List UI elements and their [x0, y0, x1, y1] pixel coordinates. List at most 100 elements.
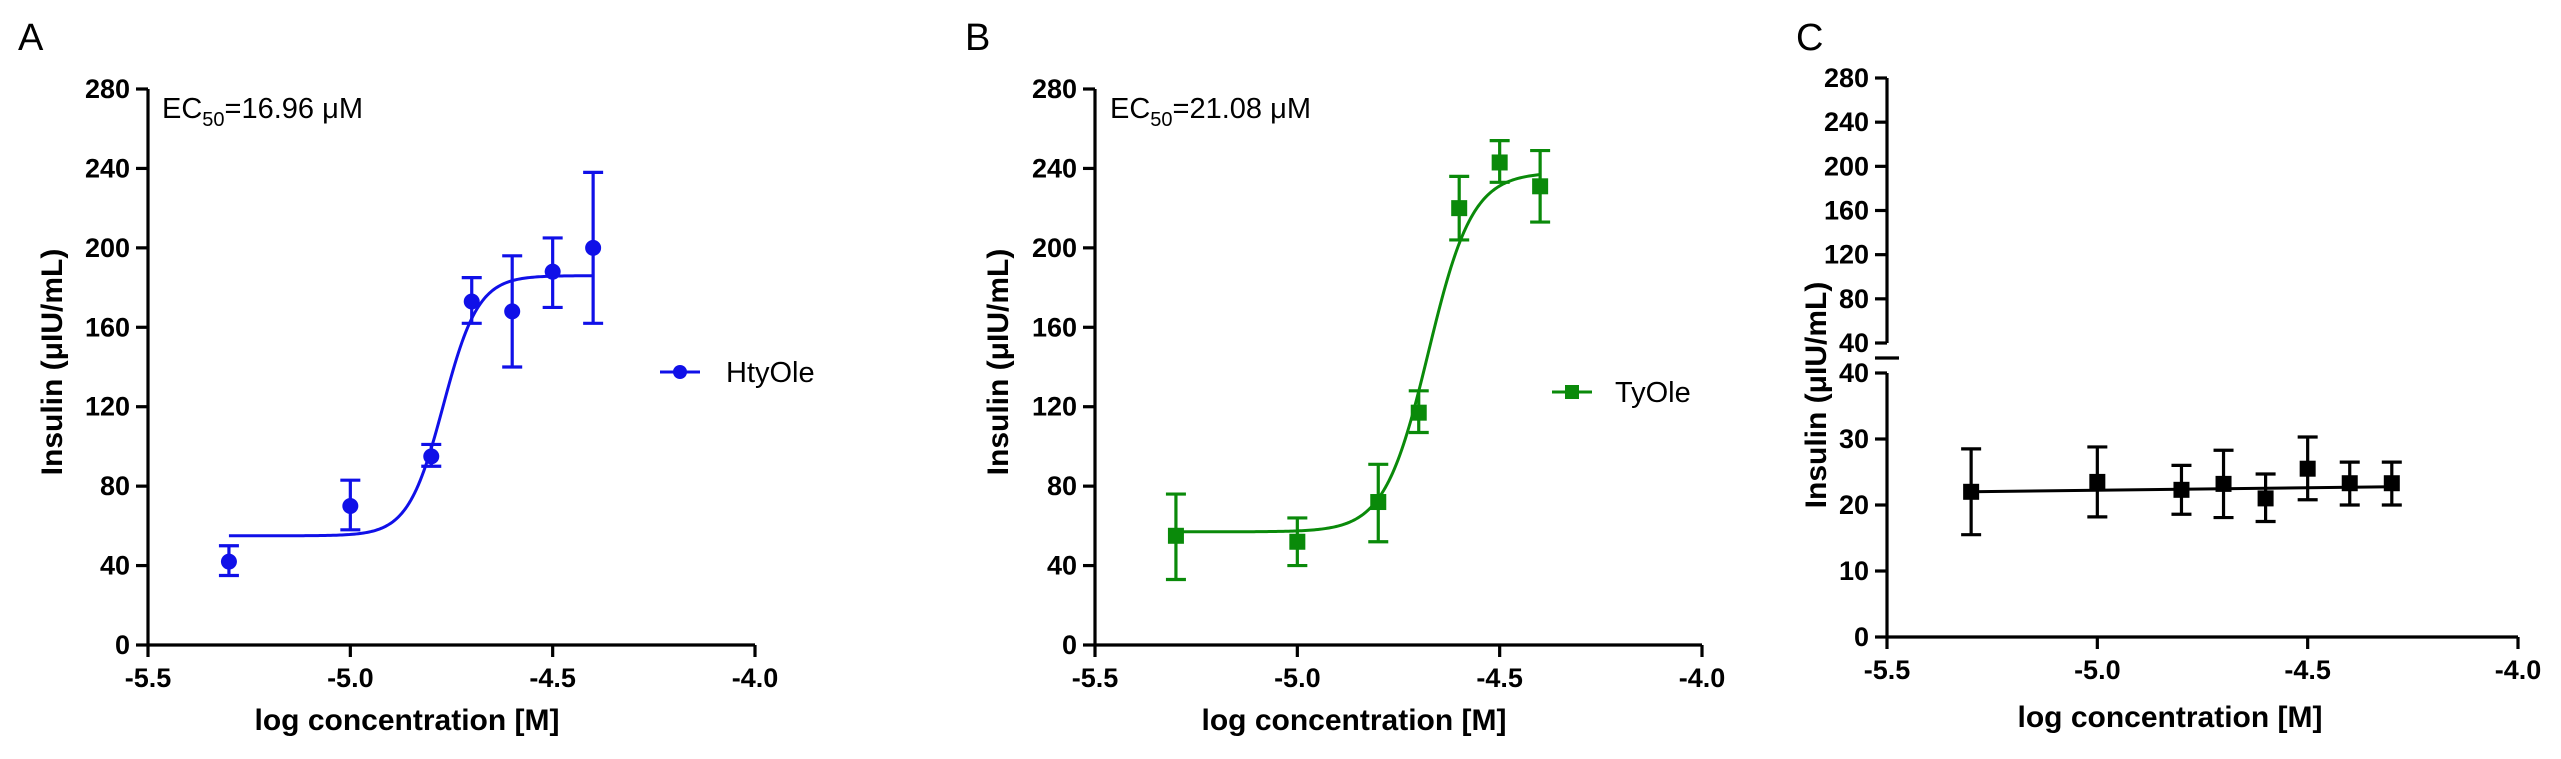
data-point — [502, 254, 523, 369]
x-tick-label: -5.5 — [1864, 655, 1911, 685]
x-tick-label: -4.0 — [1679, 663, 1726, 693]
y-tick-label: 80 — [100, 471, 130, 501]
data-point-marker — [1370, 494, 1387, 511]
legend-label-a: HtyOle — [726, 357, 815, 389]
data-point-marker — [2173, 481, 2190, 498]
x-tick-label: -5.0 — [1274, 663, 1321, 693]
y-tick-label: 200 — [1032, 233, 1077, 263]
y-tick-label: 200 — [85, 233, 130, 263]
x-axis-title-c: log concentration [M] — [2018, 701, 2323, 734]
legend-label-b: TyOle — [1615, 377, 1691, 409]
data-point — [2087, 445, 2108, 519]
data-point-marker — [423, 448, 440, 465]
y-tick-label: 160 — [1032, 312, 1077, 342]
x-tick-label: -4.5 — [1476, 663, 1523, 693]
panel-label-b: B — [965, 17, 990, 59]
fit-curve-b — [1175, 173, 1541, 534]
y-tick-label: 10 — [1839, 556, 1869, 586]
legend-a: HtyOle — [660, 357, 815, 389]
panel-label-c: C — [1796, 17, 1823, 59]
data-points-c — [1961, 435, 2402, 537]
y-tick-label: 160 — [1824, 196, 1869, 226]
y-tick-label: 120 — [85, 392, 130, 422]
y-axis-title-b: Insulin (μIU/mL) — [982, 249, 1015, 476]
data-point — [1408, 389, 1429, 435]
y-tick-label: 120 — [1824, 240, 1869, 270]
x-tick-label: -4.0 — [2495, 655, 2542, 685]
y-tick-label: 40 — [1047, 551, 1077, 581]
data-point-marker — [504, 303, 521, 320]
x-tick-label: -4.5 — [529, 663, 576, 693]
data-point — [1287, 516, 1308, 568]
data-point-marker — [1167, 527, 1184, 544]
data-point-marker — [1451, 200, 1468, 217]
data-point — [1489, 139, 1510, 184]
y-tick-label: 240 — [85, 153, 130, 183]
data-point-marker — [2299, 460, 2316, 477]
ec50-annotation-b: EC50=21.08 μM — [1110, 93, 1311, 131]
data-point-marker — [1491, 154, 1508, 171]
data-point-marker — [2089, 473, 2106, 490]
data-point — [2339, 460, 2360, 507]
data-points-b — [1165, 139, 1551, 582]
y-tick-label: 120 — [1032, 392, 1077, 422]
data-point-marker — [2257, 490, 2274, 507]
data-point — [421, 442, 442, 468]
y-tick-label: 0 — [1062, 630, 1077, 660]
data-point — [461, 276, 482, 325]
legend-marker-b — [1565, 385, 1579, 399]
data-point — [2171, 463, 2192, 516]
data-point — [542, 236, 563, 310]
x-axis-title-a: log concentration [M] — [255, 704, 560, 737]
y-tick-label: 200 — [1824, 151, 1869, 181]
data-point-marker — [220, 553, 237, 570]
data-point-marker — [2341, 475, 2358, 492]
data-point — [1165, 492, 1186, 582]
legend-b: TyOle — [1552, 377, 1691, 409]
x-tick-label: -4.0 — [732, 663, 779, 693]
x-tick-label: -5.5 — [125, 663, 172, 693]
y-tick-label: 160 — [85, 312, 130, 342]
axes-b: -5.5 -5.0 -4.5 -4.0 0 40 80 120 160 200 240 280 — [1032, 74, 1725, 693]
y-tick-label: 0 — [115, 630, 130, 660]
data-point-marker — [1410, 404, 1427, 421]
data-point — [2297, 435, 2318, 502]
y-tick-label: 20 — [1839, 490, 1869, 520]
data-point-marker — [1289, 533, 1306, 550]
data-point-marker — [1963, 483, 1980, 500]
data-point-marker — [544, 263, 561, 280]
data-point — [583, 170, 604, 325]
axes-a: -5.5 -5.0 -4.5 -4.0 0 40 80 120 160 200 240 280 — [85, 74, 778, 693]
data-points-a — [218, 170, 604, 578]
x-tick-label: -5.5 — [1072, 663, 1119, 693]
y-tick-label: 80 — [1047, 471, 1077, 501]
y-tick-label: 30 — [1839, 424, 1869, 454]
data-point — [2213, 448, 2234, 520]
data-point-marker — [463, 293, 480, 310]
fit-curve-path — [228, 274, 594, 538]
y-tick-label: 40 — [1839, 328, 1869, 358]
y-axis-title-a: Insulin (μIU/mL) — [36, 249, 69, 476]
fit-curve-a — [228, 274, 594, 538]
data-point — [1449, 174, 1470, 242]
x-tick-label: -5.0 — [2074, 655, 2121, 685]
data-point-marker — [585, 239, 602, 256]
y-tick-label: 240 — [1824, 107, 1869, 137]
data-point — [218, 544, 239, 578]
data-point-marker — [2383, 475, 2400, 492]
x-axis-title-b: log concentration [M] — [1202, 704, 1507, 737]
ec50-annotation-a: EC50=16.96 μM — [162, 93, 363, 131]
data-point — [1368, 462, 1389, 544]
data-point — [2255, 472, 2276, 524]
data-point — [1961, 447, 1982, 537]
y-tick-label: 240 — [1032, 153, 1077, 183]
fit-curve-path — [1175, 173, 1541, 534]
panel-b: B -5.5 -5.0 -4.5 -4.0 0 40 80 120 160 200 240 280 E… — [965, 17, 1725, 737]
y-tick-label: 40 — [100, 551, 130, 581]
y-tick-label: 0 — [1854, 622, 1869, 652]
y-tick-label: 280 — [1824, 63, 1869, 93]
panel-label-a: A — [18, 17, 44, 59]
y-tick-label: 280 — [85, 74, 130, 104]
